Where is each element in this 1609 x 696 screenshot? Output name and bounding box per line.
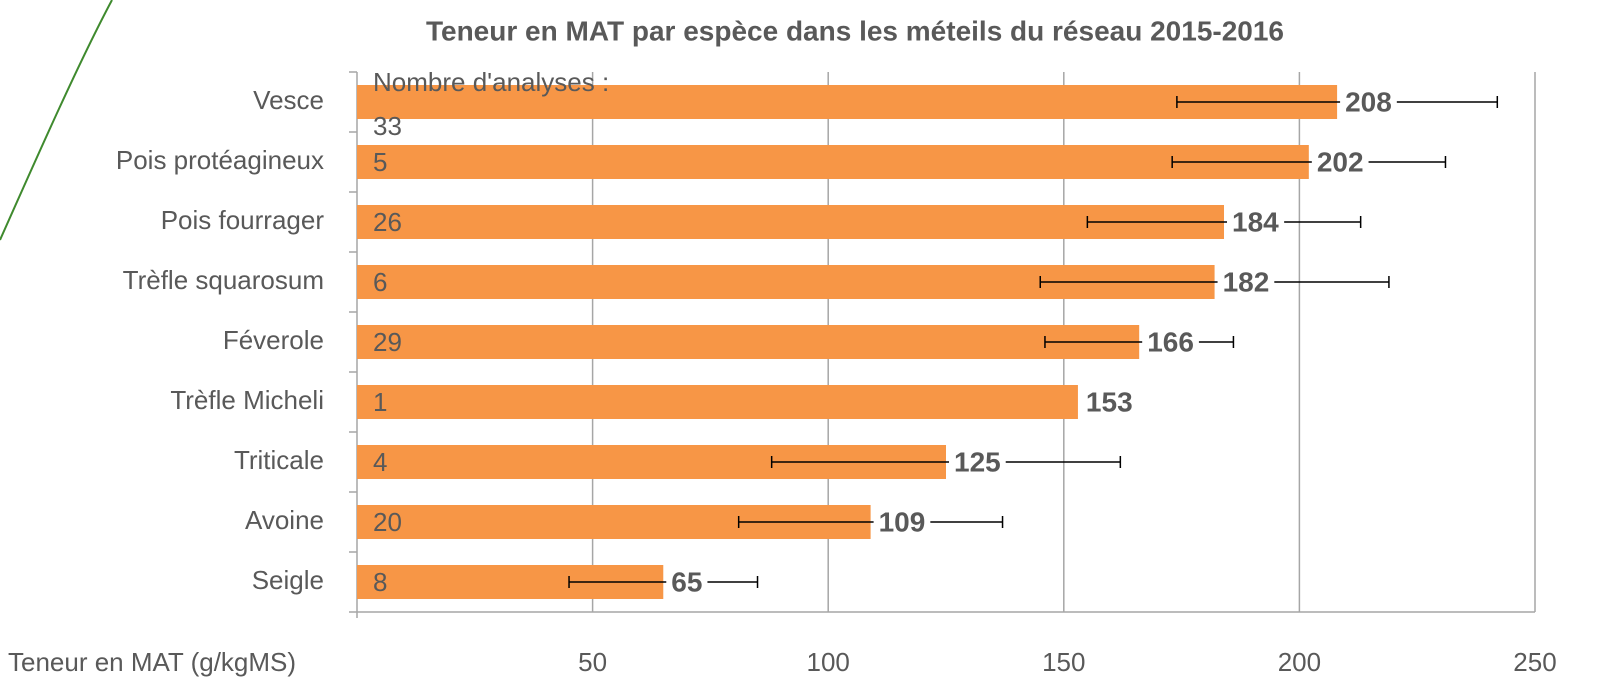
value-label: 153 [1086,386,1133,417]
y-tick-label: Trèfle Micheli [170,385,324,415]
y-tick-label: Féverole [223,325,324,355]
value-label: 208 [1345,86,1392,117]
value-label: 184 [1232,206,1279,237]
count-label: 8 [373,567,387,597]
value-label: 109 [879,506,926,537]
value-label: 166 [1147,326,1194,357]
x-tick-label: 100 [807,647,850,677]
count-label: 29 [373,327,402,357]
bar [357,325,1139,359]
chart-title: Teneur en MAT par espèce dans les méteil… [426,15,1284,46]
x-axis-label: Teneur en MAT (g/kgMS) [8,647,296,677]
y-tick-label: Vesce [253,85,324,115]
bar [357,385,1078,419]
value-label: 65 [671,566,702,597]
value-label: 125 [954,446,1001,477]
y-tick-label: Trèfle squarosum [123,265,324,295]
count-label: 20 [373,507,402,537]
decoration-curve [0,0,112,240]
y-tick-label: Seigle [252,565,324,595]
bar [357,145,1309,179]
value-label: 182 [1223,266,1270,297]
count-label: 4 [373,447,387,477]
y-tick-label: Avoine [245,505,324,535]
x-tick-label: 150 [1042,647,1085,677]
x-tick-label: 50 [578,647,607,677]
chart: Teneur en MAT par espèce dans les méteil… [0,0,1609,696]
y-tick-label: Pois fourrager [161,205,325,235]
x-tick-label: 200 [1278,647,1321,677]
count-label: 6 [373,267,387,297]
y-tick-label: Triticale [234,445,324,475]
count-label: 1 [373,387,387,417]
x-tick-label: 250 [1513,647,1556,677]
count-title: Nombre d'analyses : [373,67,609,97]
count-label: 26 [373,207,402,237]
count-label: 5 [373,147,387,177]
y-tick-label: Pois protéagineux [116,145,324,175]
value-label: 202 [1317,146,1364,177]
count-label: 33 [373,111,402,141]
